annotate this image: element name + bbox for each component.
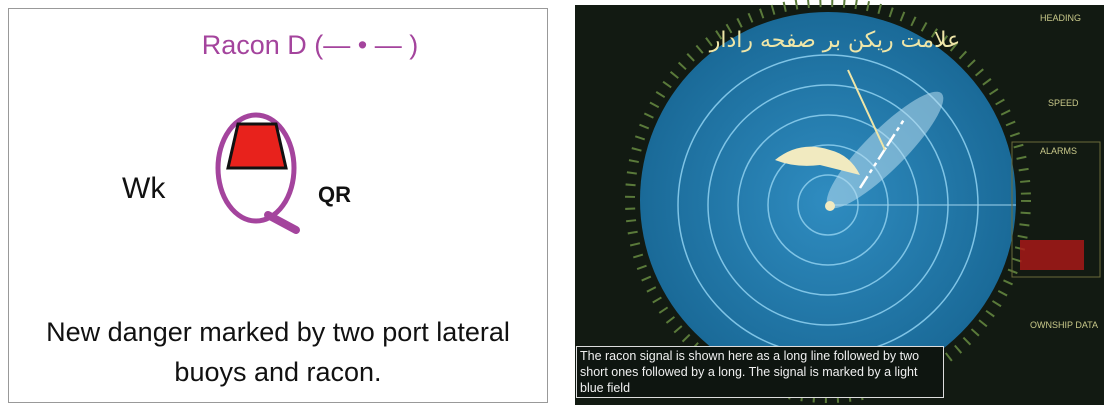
left-caption: New danger marked by two port lateral bu…: [40, 312, 516, 392]
wreck-symbol: [228, 124, 286, 168]
light-label: QR: [318, 182, 351, 208]
racon-title: Racon D (— • — ): [140, 30, 480, 61]
heading-label: HEADING: [1040, 13, 1081, 23]
page: Racon D (— • — ) Wk QR New danger marked…: [0, 0, 1104, 405]
speed-label: SPEED: [1048, 98, 1079, 108]
ownship-label: OWNSHIP DATA: [1030, 320, 1098, 330]
own-ship: [825, 201, 835, 211]
alarms-label: ALARMS: [1040, 146, 1077, 156]
wreck-label: Wk: [122, 172, 165, 206]
persian-label: علامت ریکن بر صفحه رادار: [690, 28, 980, 53]
radar-caption: The racon signal is shown here as a long…: [576, 346, 944, 398]
alarm-text: [1020, 240, 1084, 270]
